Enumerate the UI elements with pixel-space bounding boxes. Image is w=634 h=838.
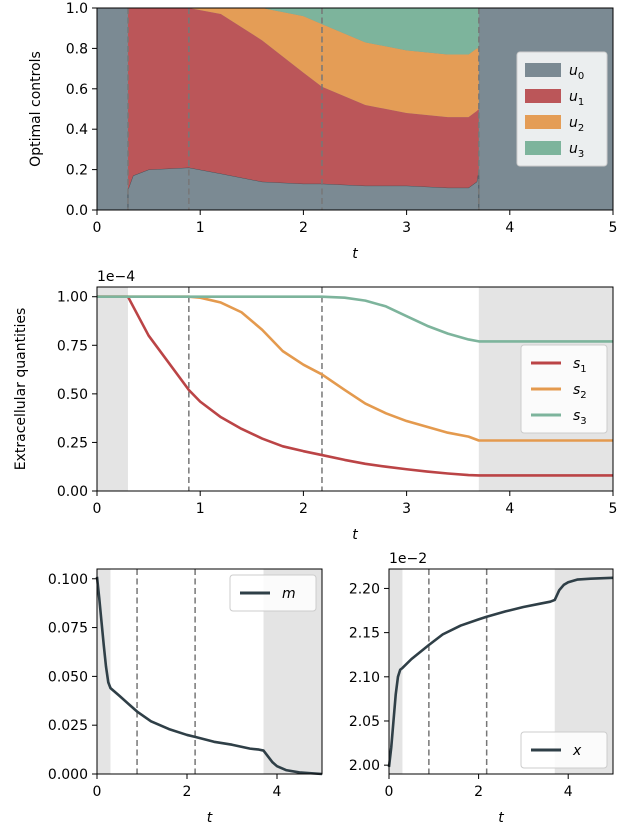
y-axis-label: Optimal controls: [28, 51, 44, 167]
legend-swatch: [525, 63, 561, 77]
legend-label: u3: [569, 141, 584, 160]
y-tick-label: 0.0: [66, 203, 88, 219]
series-line-s3: [97, 295, 613, 343]
x-tick-label: 4: [505, 220, 514, 236]
legend-box: [520, 731, 608, 769]
y-tick-label: 2.05: [349, 714, 380, 730]
legend: u0 u1 u2 u3: [516, 51, 608, 167]
y-tick-label: 0.00: [57, 484, 88, 500]
x-axis-label: t: [352, 527, 358, 543]
legend-label: m: [282, 586, 296, 602]
y-tick-label: 1.0: [66, 1, 88, 17]
x-tick-label: 2: [299, 501, 308, 517]
legend-label: u1: [569, 89, 584, 108]
y-axis-label: Extracellular quantities: [13, 308, 29, 470]
y-tick-label: 1.00: [57, 290, 88, 306]
legend: x: [520, 731, 608, 769]
x-axis-label: t: [352, 246, 358, 262]
x-tick-label: 3: [402, 220, 411, 236]
scale-label: 1e−2: [389, 551, 427, 567]
y-tick-label: 0.075: [48, 621, 88, 637]
x-tick-label: 0: [93, 220, 102, 236]
y-tick-label: 0.000: [48, 767, 88, 783]
panel-1: 0 1 2 3 4 5 0.00 0.25 0.50 0.75 1.00 t Extracellular…: [13, 269, 617, 543]
area-u3: [127, 8, 479, 55]
legend-swatch: [525, 115, 561, 129]
x-tick-label: 0: [385, 784, 394, 800]
legend-item: x: [531, 743, 582, 759]
y-tick-label: 0.4: [66, 122, 88, 138]
y-tick-label: 0.8: [66, 41, 88, 57]
legend-swatch: [525, 89, 561, 103]
legend-item: u1: [525, 89, 584, 108]
legend-item: m: [240, 586, 296, 602]
panel-3: 0 2 4 2.00 2.05 2.10 2.15 2.20 t 1e−2 x: [349, 551, 614, 826]
axes-frame: [96, 286, 614, 492]
x-tick-label: 2: [183, 784, 192, 800]
x-tick-label: 2: [299, 220, 308, 236]
x-tick-label: 4: [273, 784, 282, 800]
legend-box: [520, 344, 608, 434]
x-tick-label: 5: [609, 501, 618, 517]
series-line-x: [387, 576, 614, 768]
legend-item: u3: [525, 141, 584, 160]
legend-box: [516, 51, 608, 167]
legend-label: s3: [573, 408, 587, 427]
area-u2: [127, 8, 479, 118]
x-tick-label: 0: [93, 501, 102, 517]
axes-frame: [96, 568, 323, 775]
y-tick-label: 0.25: [57, 435, 88, 451]
legend-label: u0: [569, 63, 584, 82]
legend-item: s3: [531, 408, 587, 427]
y-tick-label: 0.50: [57, 387, 88, 403]
series-line-s1: [97, 295, 613, 477]
x-tick-label: 5: [609, 220, 618, 236]
legend-item: u2: [525, 115, 584, 134]
axes-frame: [96, 7, 614, 211]
y-tick-label: 2.10: [349, 670, 380, 686]
axes-frame: [388, 568, 614, 775]
area-u1: [127, 8, 479, 190]
y-tick-label: 2.15: [349, 626, 380, 642]
x-axis-label: t: [498, 810, 504, 826]
x-tick-label: 0: [93, 784, 102, 800]
legend-item: s1: [531, 356, 587, 375]
legend-label: s1: [573, 356, 587, 375]
legend-label: x: [572, 743, 582, 759]
y-tick-label: 0.025: [48, 718, 88, 734]
x-tick-label: 1: [196, 501, 205, 517]
series-line-m: [95, 576, 323, 776]
legend: m: [229, 574, 317, 612]
x-tick-label: 4: [564, 784, 573, 800]
legend-label: s2: [573, 382, 587, 401]
legend-item: s2: [531, 382, 587, 401]
y-tick-label: 2.00: [349, 758, 380, 774]
y-tick-label: 0.100: [48, 572, 88, 588]
scale-label: 1e−4: [97, 269, 135, 285]
y-tick-label: 0.6: [66, 82, 88, 98]
y-tick-label: 0.75: [57, 338, 88, 354]
x-axis-label: t: [207, 810, 213, 826]
y-tick-label: 0.050: [48, 669, 88, 685]
legend-item: u0: [525, 63, 584, 82]
panel-optimal-controls: 0 1 2 3 4 5 0.0 0.2 0.4 0.6 0.8 1.0 t Optimal control…: [28, 1, 617, 262]
y-tick-label: 2.20: [349, 581, 380, 597]
x-tick-label: 3: [402, 501, 411, 517]
shaded-region: [97, 287, 128, 491]
legend-swatch: [525, 141, 561, 155]
x-tick-label: 1: [196, 220, 205, 236]
legend: s1 s2 s3: [520, 344, 608, 434]
x-tick-label: 2: [474, 784, 483, 800]
legend-label: u2: [569, 115, 584, 134]
y-tick-label: 0.2: [66, 163, 88, 179]
legend-box: [229, 574, 317, 612]
panel-2: 0 2 4 0.000 0.025 0.050 0.075 0.100 t m: [48, 568, 323, 826]
x-tick-label: 4: [505, 501, 514, 517]
